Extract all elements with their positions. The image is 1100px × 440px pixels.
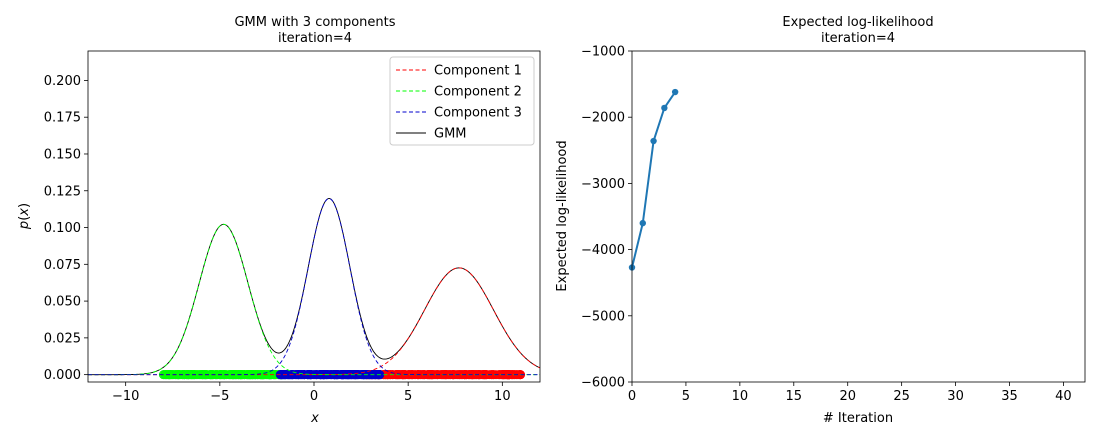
gmm-density-chart: GMM with 3 components iteration=4 x p(x)…: [17, 15, 541, 426]
y-tick-label: 0.150: [44, 147, 81, 162]
y-tick-label: 0.125: [44, 184, 81, 199]
plot-frame: [631, 50, 1086, 383]
legend-label: Component 3: [434, 106, 522, 121]
series-line-component-1: [88, 267, 540, 376]
y-tick-label: −3000: [581, 177, 625, 192]
x-tick-label: 40: [1055, 389, 1072, 404]
y-tick-label: −1000: [581, 45, 625, 60]
x-tick-label: 15: [786, 389, 803, 404]
series-line-component-3: [88, 198, 540, 376]
log-likelihood-chart: Expected log-likelihood iteration=4 # It…: [555, 15, 1086, 426]
series-line-gmm: [88, 198, 540, 376]
plot-area: [88, 198, 540, 380]
x-tick-label: 10: [732, 389, 749, 404]
x-tick-label: 5: [682, 389, 690, 404]
chart-subtitle: iteration=4: [821, 31, 895, 46]
x-tick-label: 5: [404, 389, 412, 404]
y-tick-label: 0.025: [44, 331, 81, 346]
x-tick-label: 20: [839, 389, 856, 404]
legend: Component 1 Component 2 Component 3 GMM: [389, 56, 535, 146]
data-point: [650, 137, 657, 145]
series-line-log-likelihood: [631, 91, 676, 268]
y-tick-label: −4000: [581, 243, 625, 258]
chart-subtitle: iteration=4: [278, 31, 352, 46]
y-tick-label: 0.050: [44, 295, 81, 310]
x-tick-label: −5: [210, 389, 229, 404]
y-tick-label: 0.000: [44, 368, 81, 383]
y-axis-label: p(x): [17, 203, 32, 230]
x-tick-label: −10: [112, 389, 139, 404]
y-tick-label: 0.100: [44, 221, 81, 236]
y-tick-label: 0.075: [44, 258, 81, 273]
y-tick-label: −6000: [581, 376, 625, 391]
x-tick-label: 10: [494, 389, 511, 404]
x-axis-label: # Iteration: [823, 411, 893, 426]
x-tick-label: 25: [893, 389, 910, 404]
chart-title: Expected log-likelihood: [782, 15, 933, 30]
data-point: [671, 88, 679, 96]
data-point: [661, 104, 668, 112]
legend-label: Component 2: [434, 85, 522, 100]
x-tick-label: 35: [1001, 389, 1018, 404]
chart-title: GMM with 3 components: [234, 15, 395, 30]
legend-label: Component 1: [434, 64, 522, 79]
y-tick-label: 0.175: [44, 111, 81, 126]
y-tick-label: −5000: [581, 309, 625, 324]
legend-label: GMM: [434, 127, 467, 142]
x-tick-label: 0: [628, 389, 636, 404]
x-tick-label: 30: [947, 389, 964, 404]
data-point: [639, 219, 646, 227]
x-tick-label: 0: [310, 389, 318, 404]
series-line-component-2: [88, 223, 540, 376]
y-tick-label: 0.200: [44, 74, 81, 89]
plot-frame: [87, 50, 541, 383]
legend-box: [389, 56, 535, 146]
x-axis-label: x: [310, 411, 319, 426]
y-axis-label: Expected log-likelihood: [555, 140, 570, 291]
y-tick-label: −2000: [581, 111, 625, 126]
